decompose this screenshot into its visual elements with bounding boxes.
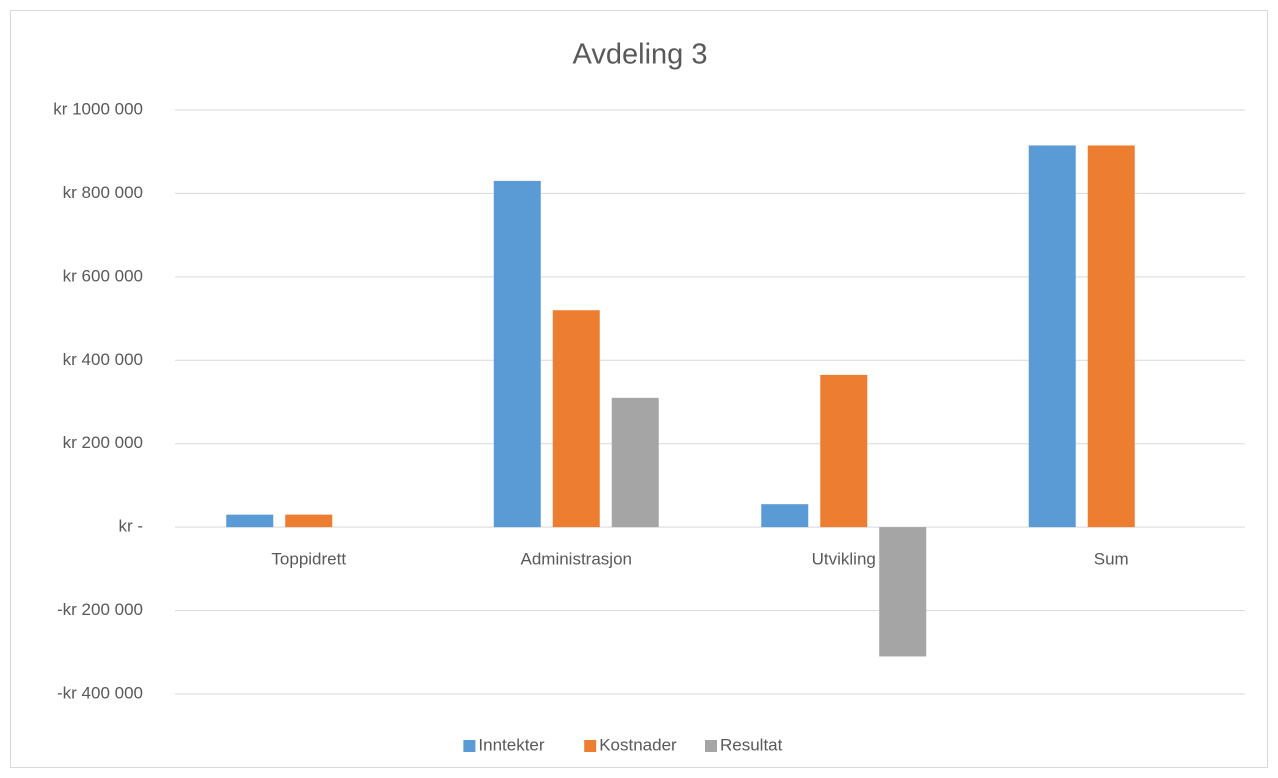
bar (879, 527, 927, 657)
legend-swatch (584, 740, 597, 752)
chart-title: Avdeling 3 (573, 39, 708, 71)
y-tick-label: kr 800 000 (63, 183, 143, 202)
y-tick-label: kr 200 000 (63, 433, 143, 452)
y-tick-label: kr 600 000 (63, 266, 143, 285)
bar (1087, 145, 1135, 528)
x-tick-label: Toppidrett (271, 550, 346, 569)
bar (493, 180, 541, 528)
chart-border (10, 10, 1268, 768)
legend-swatch (705, 740, 717, 752)
y-tick-label: -kr 200 000 (57, 600, 143, 619)
x-tick-label: Sum (1094, 550, 1129, 569)
bar (285, 514, 333, 528)
x-tick-label: Administrasjon (521, 550, 633, 569)
x-tick-label: Utvikling (812, 550, 876, 569)
legend-label: Resultat (720, 735, 783, 754)
bar (761, 504, 809, 528)
bar (552, 310, 600, 528)
y-tick-label: kr 1000 000 (53, 99, 143, 118)
legend-label: Kostnader (599, 735, 677, 754)
y-tick-label: kr 400 000 (63, 350, 143, 369)
bar (611, 397, 659, 528)
legend-swatch (463, 740, 476, 752)
y-tick-label: -kr 400 000 (57, 683, 143, 702)
bar (1028, 145, 1076, 528)
legend-label: Inntekter (478, 735, 544, 754)
bar (226, 514, 274, 528)
bar (820, 374, 868, 528)
y-tick-label: kr - (118, 517, 143, 536)
